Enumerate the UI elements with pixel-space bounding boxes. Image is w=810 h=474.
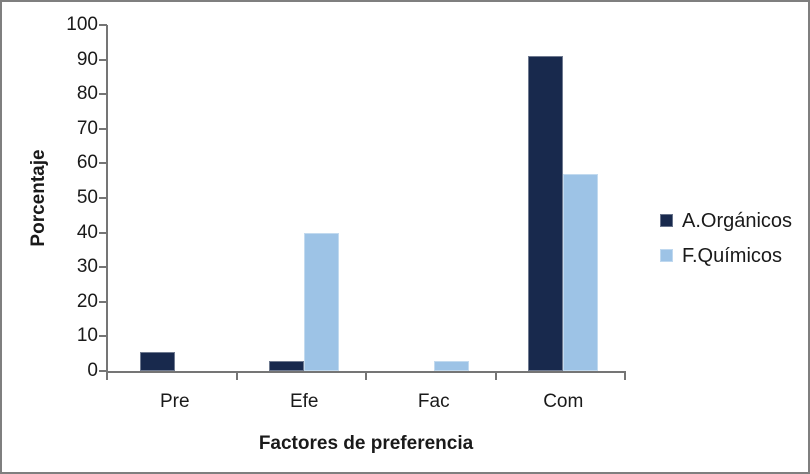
bar	[269, 361, 305, 371]
y-tick-label: 100	[66, 14, 98, 35]
x-tick-mark	[235, 371, 238, 380]
bar	[139, 352, 175, 371]
x-tick-mark	[365, 371, 367, 380]
y-tick-label: 70	[76, 117, 98, 139]
bar	[304, 233, 340, 371]
y-tick-mark	[99, 335, 107, 338]
y-tick-label: 40	[76, 221, 98, 243]
y-tick-mark	[99, 370, 107, 372]
y-tick-label: 10	[76, 325, 98, 347]
y-tick-mark	[99, 127, 107, 130]
y-tick-mark	[99, 58, 107, 61]
y-tick-mark	[99, 197, 107, 199]
bar	[528, 56, 564, 371]
y-tick-label: 60	[76, 152, 98, 174]
legend-label: F.Químicos	[682, 245, 783, 267]
x-category-label: Pre	[159, 391, 190, 412]
x-tick-mark	[624, 371, 626, 380]
x-axis-title: Factores de preferencia	[258, 433, 474, 454]
x-category-label: Fac	[417, 391, 450, 412]
y-tick-mark	[99, 162, 107, 165]
y-tick-mark	[99, 300, 107, 303]
y-tick-mark	[99, 93, 107, 96]
bar	[433, 361, 469, 371]
y-tick-label: 0	[87, 360, 98, 381]
y-tick-label: 90	[76, 48, 98, 70]
legend-swatch	[660, 249, 673, 262]
y-tick-mark	[99, 231, 107, 234]
legend-label: A.Orgánicos	[682, 210, 793, 232]
x-tick-mark	[494, 371, 497, 380]
bar	[563, 174, 599, 371]
x-tick-mark	[106, 371, 108, 380]
y-tick-mark	[99, 266, 107, 269]
x-category-label: Efe	[289, 391, 319, 412]
y-tick-mark	[99, 24, 107, 26]
x-category-label: Com	[543, 391, 584, 412]
y-tick-label: 50	[76, 187, 98, 208]
legend-swatch	[660, 214, 673, 227]
y-axis-line	[106, 25, 108, 371]
y-tick-label: 20	[76, 290, 98, 312]
y-tick-label: 80	[76, 83, 98, 105]
y-tick-label: 30	[76, 256, 98, 278]
